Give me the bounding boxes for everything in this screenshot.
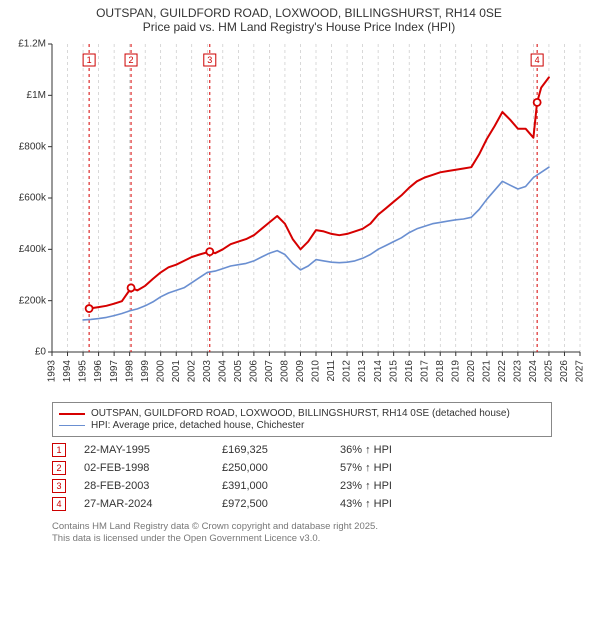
x-tick-label: 1996 xyxy=(93,360,104,383)
x-tick-label: 2025 xyxy=(544,360,555,383)
x-tick-label: 1997 xyxy=(109,360,120,383)
chart-area: 1993 1994 1995 1996 1997 1998 1999 2000 2001 2002… xyxy=(8,38,590,398)
legend-swatch xyxy=(59,413,85,415)
transaction-delta: 43% ↑ HPI xyxy=(340,498,460,510)
x-tick-label: 1998 xyxy=(124,360,135,383)
x-tick-label: 2005 xyxy=(233,360,244,383)
legend: OUTSPAN, GUILDFORD ROAD, LOXWOOD, BILLIN… xyxy=(52,402,552,437)
transaction-delta: 23% ↑ HPI xyxy=(340,480,460,492)
x-tick-label: 2012 xyxy=(342,360,353,383)
x-tick-label: 1994 xyxy=(62,360,73,383)
chart-svg: 1993 1994 1995 1996 1997 1998 1999 2000 2001 2002… xyxy=(8,38,590,398)
transaction-marker: 4 xyxy=(52,497,66,511)
sale-marker: 2 xyxy=(125,54,137,66)
sale-marker: 3 xyxy=(204,54,216,66)
transaction-date: 02-FEB-1998 xyxy=(84,462,204,474)
legend-item: HPI: Average price, detached house, Chic… xyxy=(59,420,545,431)
y-tick-label: £0 xyxy=(35,347,47,358)
footnote-line-1: Contains HM Land Registry data © Crown c… xyxy=(52,521,552,533)
transaction-date: 22-MAY-1995 xyxy=(84,444,204,456)
svg-text:2: 2 xyxy=(129,55,134,65)
transaction-row: 2 02-FEB-1998 £250,000 57% ↑ HPI xyxy=(52,461,552,475)
title-line-1: OUTSPAN, GUILDFORD ROAD, LOXWOOD, BILLIN… xyxy=(8,6,590,20)
x-tick-label: 2014 xyxy=(373,360,384,383)
x-tick-label: 2004 xyxy=(217,360,228,383)
x-tick-label: 2021 xyxy=(481,360,492,383)
transaction-row: 1 22-MAY-1995 £169,325 36% ↑ HPI xyxy=(52,443,552,457)
x-tick-label: 2000 xyxy=(155,360,166,383)
x-tick-label: 2013 xyxy=(357,360,368,383)
transactions-table: 1 22-MAY-1995 £169,325 36% ↑ HPI 2 02-FEB-199… xyxy=(52,443,552,511)
x-tick-label: 2006 xyxy=(249,360,260,383)
y-tick-label: £400k xyxy=(19,244,47,255)
transaction-marker: 3 xyxy=(52,479,66,493)
legend-swatch xyxy=(59,425,85,426)
chart-title: OUTSPAN, GUILDFORD ROAD, LOXWOOD, BILLIN… xyxy=(8,6,590,34)
transaction-row: 4 27-MAR-2024 £972,500 43% ↑ HPI xyxy=(52,497,552,511)
footnote: Contains HM Land Registry data © Crown c… xyxy=(52,521,552,545)
x-tick-label: 2020 xyxy=(466,360,477,383)
title-line-2: Price paid vs. HM Land Registry's House … xyxy=(8,20,590,34)
x-tick-label: 2024 xyxy=(528,360,539,383)
transaction-date: 28-FEB-2003 xyxy=(84,480,204,492)
svg-text:4: 4 xyxy=(535,55,540,65)
x-tick-label: 2003 xyxy=(202,360,213,383)
x-tick-label: 1999 xyxy=(140,360,151,383)
legend-item: OUTSPAN, GUILDFORD ROAD, LOXWOOD, BILLIN… xyxy=(59,408,545,419)
x-tick-label: 2008 xyxy=(280,360,291,383)
x-tick-label: 2026 xyxy=(559,360,570,383)
price-dot xyxy=(534,99,541,106)
y-tick-label: £1M xyxy=(27,90,46,101)
y-tick-label: £800k xyxy=(19,141,47,152)
price-dot xyxy=(86,305,93,312)
y-tick-label: £600k xyxy=(19,193,47,204)
footnote-line-2: This data is licensed under the Open Gov… xyxy=(52,533,552,545)
legend-label: OUTSPAN, GUILDFORD ROAD, LOXWOOD, BILLIN… xyxy=(91,408,510,419)
y-tick-label: £1.2M xyxy=(18,39,46,50)
transaction-price: £391,000 xyxy=(222,480,322,492)
x-tick-label: 2002 xyxy=(186,360,197,383)
x-tick-label: 2016 xyxy=(404,360,415,383)
x-tick-label: 2015 xyxy=(388,360,399,383)
sale-marker: 4 xyxy=(531,54,543,66)
x-tick-label: 2009 xyxy=(295,360,306,383)
x-tick-label: 2007 xyxy=(264,360,275,383)
x-tick-label: 2010 xyxy=(311,360,322,383)
transaction-date: 27-MAR-2024 xyxy=(84,498,204,510)
x-tick-label: 2018 xyxy=(435,360,446,383)
x-tick-label: 2017 xyxy=(419,360,430,383)
x-tick-label: 2001 xyxy=(171,360,182,383)
legend-label: HPI: Average price, detached house, Chic… xyxy=(91,420,304,431)
transaction-price: £972,500 xyxy=(222,498,322,510)
x-tick-label: 2011 xyxy=(326,360,337,382)
price-dot xyxy=(206,248,213,255)
x-tick-label: 2023 xyxy=(513,360,524,383)
transaction-marker: 1 xyxy=(52,443,66,457)
transaction-delta: 57% ↑ HPI xyxy=(340,462,460,474)
x-tick-label: 2027 xyxy=(575,360,586,383)
x-tick-label: 1995 xyxy=(78,360,89,383)
price-dot xyxy=(128,284,135,291)
y-tick-label: £200k xyxy=(19,295,47,306)
sale-marker: 1 xyxy=(83,54,95,66)
x-tick-label: 1993 xyxy=(47,360,58,383)
transaction-delta: 36% ↑ HPI xyxy=(340,444,460,456)
transaction-price: £250,000 xyxy=(222,462,322,474)
transaction-marker: 2 xyxy=(52,461,66,475)
svg-text:1: 1 xyxy=(87,55,92,65)
x-tick-label: 2022 xyxy=(497,360,508,383)
transaction-row: 3 28-FEB-2003 £391,000 23% ↑ HPI xyxy=(52,479,552,493)
x-tick-label: 2019 xyxy=(450,360,461,383)
svg-text:3: 3 xyxy=(207,55,212,65)
transaction-price: £169,325 xyxy=(222,444,322,456)
